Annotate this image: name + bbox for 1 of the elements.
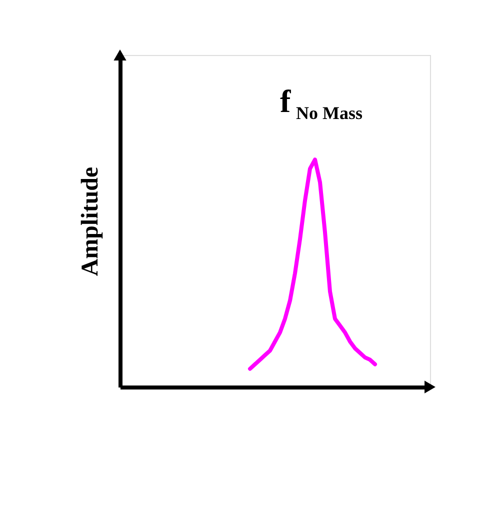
y-axis-title: Amplitude bbox=[78, 166, 104, 276]
